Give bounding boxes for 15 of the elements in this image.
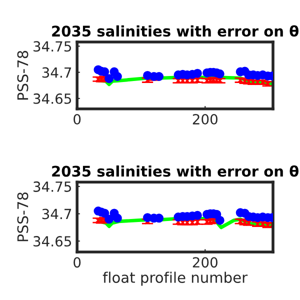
y-tick-label: 34.7	[42, 67, 72, 78]
chart-title: 2035 salinities with error on θ	[52, 165, 299, 177]
x-tick-label: 200	[192, 114, 218, 125]
x-axis-title: float profile number	[102, 272, 248, 286]
y-tick-label: 34.65	[34, 236, 72, 247]
y-axis-title: PSS-78	[17, 192, 28, 242]
y-axis-title: PSS-78	[17, 50, 28, 100]
y-tick-label: 34.7	[42, 208, 72, 220]
x-tick-label: 0	[74, 257, 81, 268]
y-tick-label: 34.75	[34, 41, 72, 52]
y-tick-label: 34.75	[34, 181, 72, 192]
y-tick-label: 34.65	[34, 93, 72, 104]
chart-title: 2035 salinities with error on θ	[52, 25, 299, 37]
x-tick-label: 0	[74, 114, 81, 125]
x-tick-label: 200	[192, 257, 218, 268]
